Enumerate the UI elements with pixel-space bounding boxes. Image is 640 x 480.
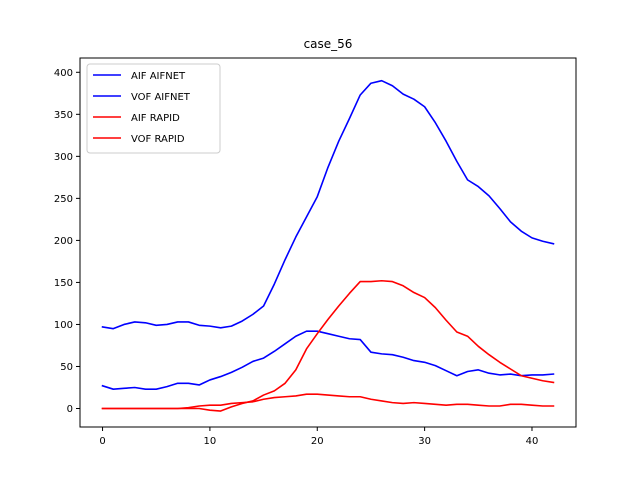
legend-label: VOF AIFNET: [131, 92, 191, 103]
x-tick-label: 40: [526, 436, 539, 447]
y-tick-label: 200: [54, 236, 73, 247]
x-tick-label: 0: [99, 436, 105, 447]
y-tick-label: 100: [54, 320, 73, 331]
y-tick-label: 400: [54, 68, 73, 79]
x-tick-label: 30: [418, 436, 431, 447]
legend-label: VOF RAPID: [131, 134, 185, 145]
x-tick-label: 10: [204, 436, 217, 447]
y-tick-label: 250: [54, 194, 73, 205]
series-layer: [101, 79, 555, 412]
chart-title: case_56: [304, 37, 353, 51]
series-line-1: [101, 330, 555, 390]
y-tick-label: 0: [67, 404, 73, 415]
legend-box: [86, 63, 221, 154]
axes-layer: [79, 57, 577, 428]
y-tick-label: 300: [54, 152, 73, 163]
y-tick-label: 350: [54, 110, 73, 121]
y-tick-label: 150: [54, 278, 73, 289]
plot-frame: [79, 57, 577, 428]
y-tick-label: 50: [60, 362, 73, 373]
x-axis: 0 10 20 30 40: [99, 427, 538, 447]
series-line-3: [101, 393, 555, 410]
legend: AIF AIFNET VOF AIFNET AIF RAPID VOF RAPID: [86, 63, 221, 154]
legend-label: AIF AIFNET: [131, 71, 186, 82]
legend-label: AIF RAPID: [131, 113, 180, 124]
series-line-0: [101, 79, 555, 330]
y-axis: 0 50 100 150 200 250 300 350 400: [54, 68, 80, 415]
x-tick-label: 20: [311, 436, 324, 447]
